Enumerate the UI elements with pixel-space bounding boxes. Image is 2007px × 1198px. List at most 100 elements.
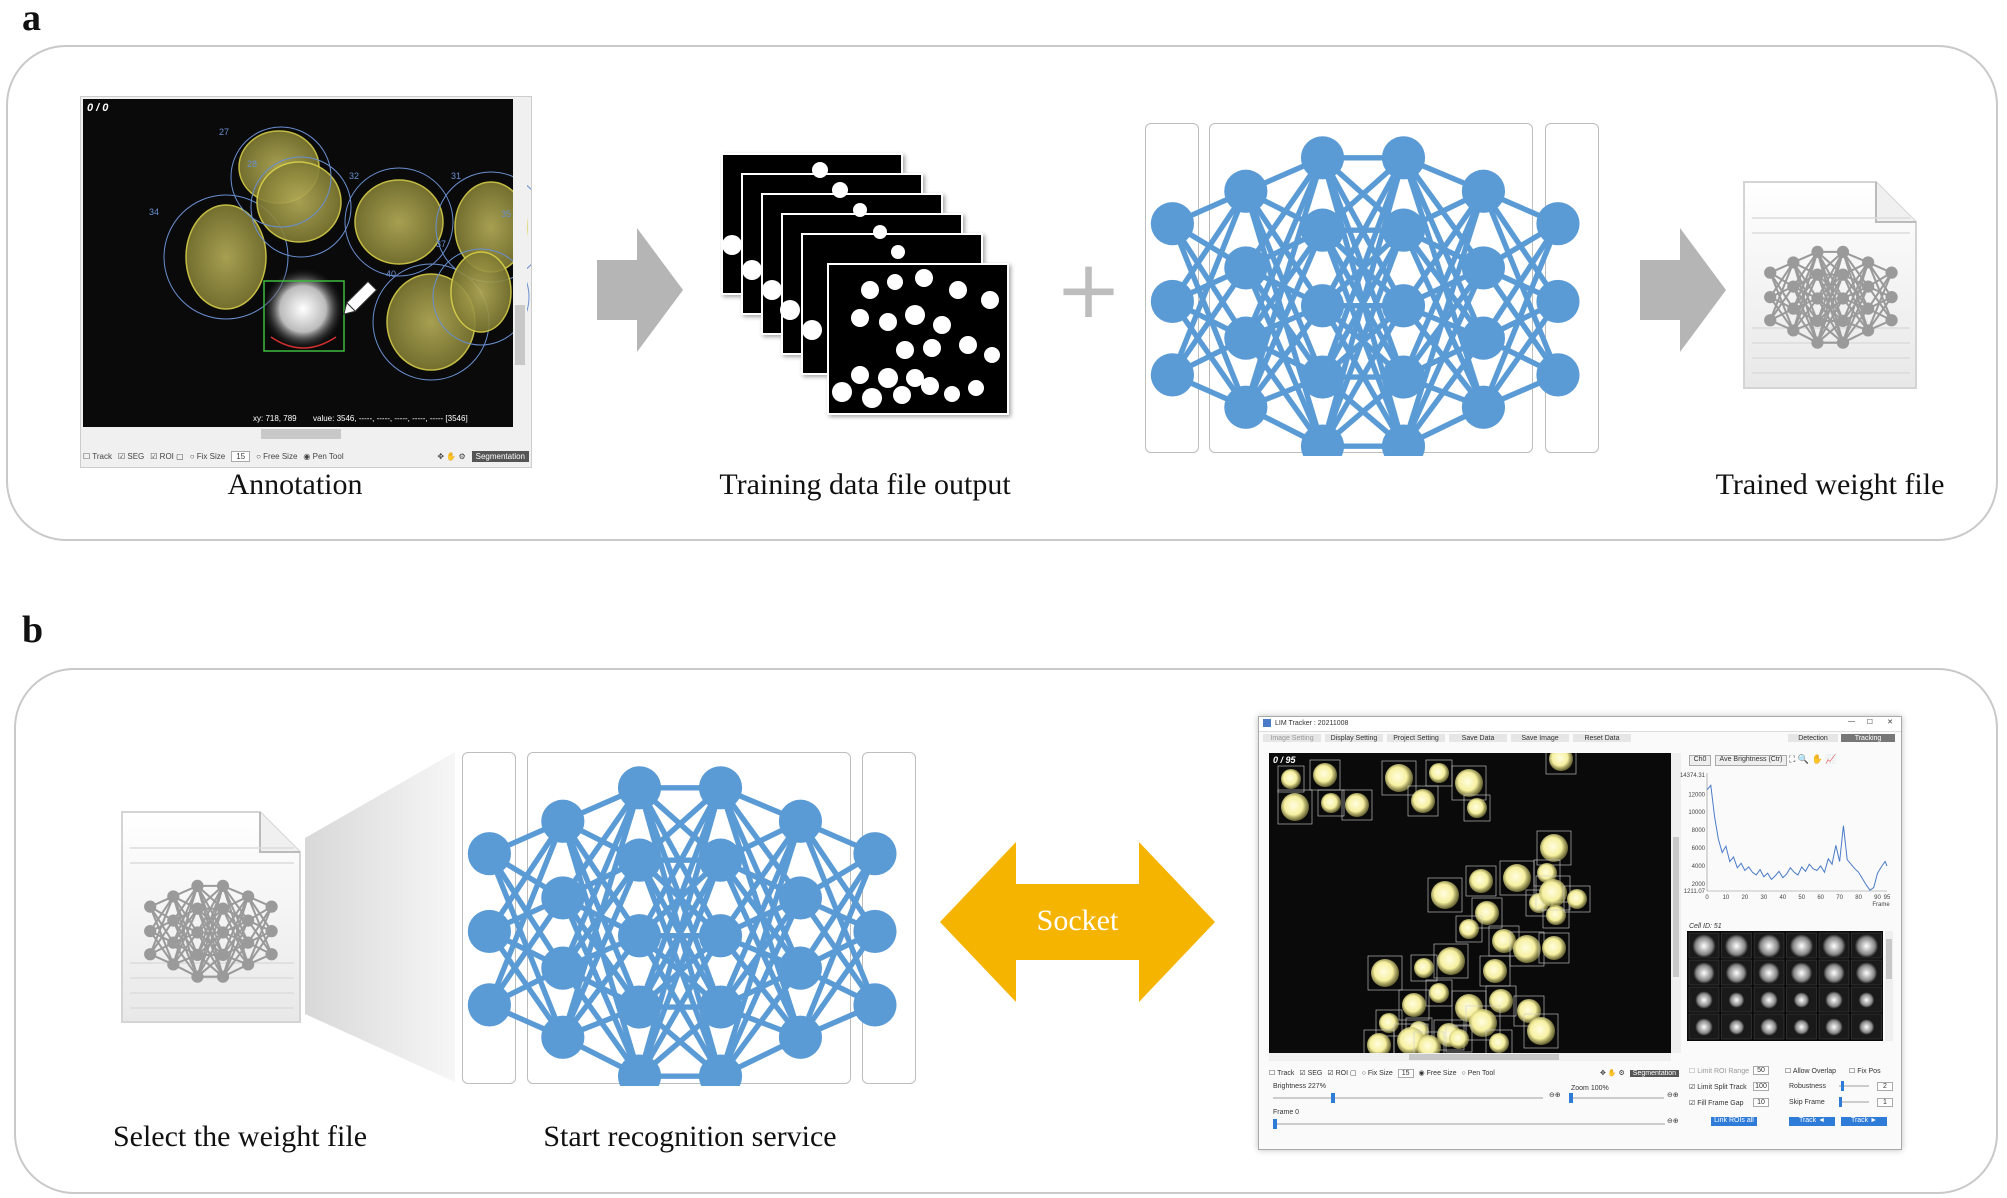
cell-roi-box[interactable] — [1445, 1025, 1473, 1053]
brightness-slider-thumb[interactable] — [1331, 1093, 1335, 1103]
allow-overlap-checkbox[interactable]: ☐ Allow Overlap — [1785, 1068, 1837, 1075]
network-edge — [718, 820, 803, 1009]
cell-roi-box[interactable] — [1367, 955, 1403, 991]
track-forward-button[interactable]: Track ► — [1841, 1117, 1887, 1126]
save-image-button[interactable]: Save Image — [1511, 734, 1569, 742]
link-rois-all-button[interactable]: Link ROIs all — [1711, 1117, 1757, 1126]
network-node — [1787, 256, 1800, 269]
tool-icons[interactable]: ✥ ✋ ⚙ — [1600, 1070, 1625, 1077]
tool-icons[interactable]: ✥ ✋ ⚙ — [437, 451, 466, 461]
reset-data-button[interactable]: Reset Data — [1573, 734, 1631, 742]
close-icon[interactable]: ✕ — [1887, 719, 1893, 726]
cell-roi-box[interactable] — [1538, 932, 1570, 964]
free-size-radio[interactable]: ◉ Free Size — [1418, 1070, 1457, 1077]
horizontal-scroll-thumb[interactable] — [1409, 1054, 1559, 1060]
robustness-slider[interactable] — [1839, 1081, 1869, 1091]
minimize-button[interactable]: — — [1848, 718, 1855, 725]
limit-split-track-checkbox[interactable]: ☑ Limit Split Track — [1689, 1084, 1747, 1091]
fix-size-radio[interactable]: ○ Fix Size — [189, 451, 226, 461]
cell-roi-box[interactable] — [1536, 830, 1572, 866]
vertical-scroll-thumb[interactable] — [515, 305, 525, 365]
robustness-input[interactable]: 2 — [1877, 1082, 1893, 1091]
cell-roi-box[interactable] — [1277, 789, 1313, 825]
track-checkbox[interactable]: ☐ Track — [83, 451, 112, 461]
cell-roi-box[interactable] — [1375, 1009, 1403, 1037]
free-size-radio[interactable]: ○ Free Size — [256, 451, 298, 461]
cell-roi-box[interactable] — [1277, 765, 1305, 793]
chart-tool-icons[interactable]: ⛶ 🔍 ✋ 📈 — [1789, 754, 1837, 764]
track-checkbox[interactable]: ☐ Track — [1269, 1070, 1295, 1077]
network-node — [216, 948, 230, 962]
gallery-scroll-thumb[interactable] — [1886, 939, 1892, 979]
skip-frame-input[interactable]: 1 — [1877, 1098, 1893, 1107]
limit-roi-range-input[interactable]: 50 — [1753, 1066, 1769, 1075]
cell-roi-box[interactable] — [1413, 1031, 1445, 1053]
limit-split-track-input[interactable]: 100 — [1753, 1082, 1769, 1091]
limit-roi-range-checkbox[interactable]: ☐ Limit ROI Range — [1689, 1068, 1749, 1075]
robustness-slider-thumb[interactable] — [1841, 1081, 1844, 1091]
pen-tool-radio[interactable]: ○ Pen Tool — [1461, 1069, 1495, 1077]
horizontal-scroll-thumb[interactable] — [261, 429, 341, 439]
brightness-slider[interactable] — [1273, 1093, 1543, 1103]
tab-project-setting[interactable]: Project Setting — [1387, 734, 1445, 742]
cell-roi-box[interactable] — [1463, 794, 1491, 822]
segmentation-button[interactable]: Segmentation — [1629, 1069, 1679, 1077]
roi-checkbox[interactable]: ☑ ROI ▢ — [1327, 1070, 1357, 1077]
cell-roi-box[interactable] — [1455, 915, 1483, 943]
cell-roi-box[interactable] — [1381, 760, 1417, 796]
gallery-scrollbar[interactable] — [1885, 931, 1893, 1041]
fill-frame-gap-input[interactable]: 10 — [1753, 1098, 1769, 1107]
vertical-scroll-thumb[interactable] — [1673, 837, 1679, 977]
measure-select[interactable]: Ave Brightness (Ctr) — [1715, 755, 1787, 766]
horizontal-scrollbar[interactable] — [1269, 1053, 1671, 1061]
cell-roi-box[interactable] — [1341, 789, 1373, 821]
cell-roi-box[interactable] — [1451, 990, 1487, 1026]
maximize-button[interactable]: ☐ — [1866, 719, 1873, 726]
pen-tool-radio[interactable]: ◉ Pen Tool — [303, 451, 344, 461]
cell-roi-box[interactable] — [1471, 897, 1503, 929]
cell-roi-box[interactable] — [1523, 1013, 1559, 1049]
network-node — [541, 799, 585, 843]
cell-roi-box[interactable] — [1545, 753, 1577, 775]
segmentation-button[interactable]: Segmentation — [471, 450, 529, 462]
track-back-button[interactable]: Track ◄ — [1789, 1117, 1835, 1126]
frame-slider-thumb[interactable] — [1273, 1119, 1277, 1129]
cell-roi-box[interactable] — [1451, 765, 1487, 801]
zoom-slider[interactable] — [1569, 1093, 1664, 1103]
cell-roi-box[interactable] — [1407, 785, 1439, 817]
cell-roi-box[interactable] — [1433, 943, 1469, 979]
cell-roi-box[interactable] — [1485, 1029, 1513, 1053]
roi-checkbox[interactable]: ☑ ROI ▢ — [150, 451, 184, 461]
cell-roi-box[interactable] — [1499, 860, 1535, 896]
frame-slider[interactable] — [1273, 1119, 1665, 1129]
fix-size-input[interactable]: 15 — [1397, 1068, 1414, 1078]
cell-roi-box[interactable] — [1465, 1005, 1501, 1041]
skip-frame-slider[interactable] — [1839, 1097, 1869, 1107]
cell-roi-box[interactable] — [1425, 979, 1453, 1007]
cell-roi-box[interactable] — [1427, 877, 1463, 913]
seg-checkbox[interactable]: ☑ SEG — [117, 451, 145, 461]
seg-checkbox[interactable]: ☑ SEG — [1299, 1070, 1323, 1077]
network-node — [1224, 385, 1268, 429]
tab-image-setting[interactable]: Image Setting — [1263, 734, 1321, 742]
cell-roi-box[interactable] — [1563, 885, 1591, 913]
cell-roi-box[interactable] — [1317, 789, 1345, 817]
fix-size-input[interactable]: 15 — [231, 450, 251, 462]
tab-display-setting[interactable]: Display Setting — [1325, 734, 1383, 742]
fill-frame-gap-checkbox[interactable]: ☑ Fill Frame Gap — [1689, 1100, 1744, 1107]
fix-size-radio[interactable]: ○ Fix Size — [1361, 1069, 1393, 1077]
skip-frame-slider-thumb[interactable] — [1839, 1097, 1842, 1107]
tab-detection[interactable]: Detection — [1788, 734, 1838, 742]
tab-tracking[interactable]: Tracking — [1841, 734, 1895, 742]
fix-pos-checkbox[interactable]: ☐ Fix Pos — [1849, 1068, 1881, 1075]
zoom-slider-thumb[interactable] — [1569, 1093, 1573, 1103]
channel-select[interactable]: Ch0 — [1689, 755, 1711, 766]
cell-roi-box[interactable] — [1465, 865, 1497, 897]
vertical-scrollbar[interactable] — [513, 99, 527, 427]
frame-stepper[interactable]: ⊖⊕ — [1667, 1118, 1679, 1125]
zoom-stepper[interactable]: ⊖⊕ — [1667, 1092, 1679, 1099]
cell-roi-box[interactable] — [1398, 989, 1430, 1021]
cell-roi-box[interactable] — [1410, 954, 1438, 982]
save-data-button[interactable]: Save Data — [1449, 734, 1507, 742]
brightness-stepper[interactable]: ⊖⊕ — [1549, 1092, 1561, 1099]
